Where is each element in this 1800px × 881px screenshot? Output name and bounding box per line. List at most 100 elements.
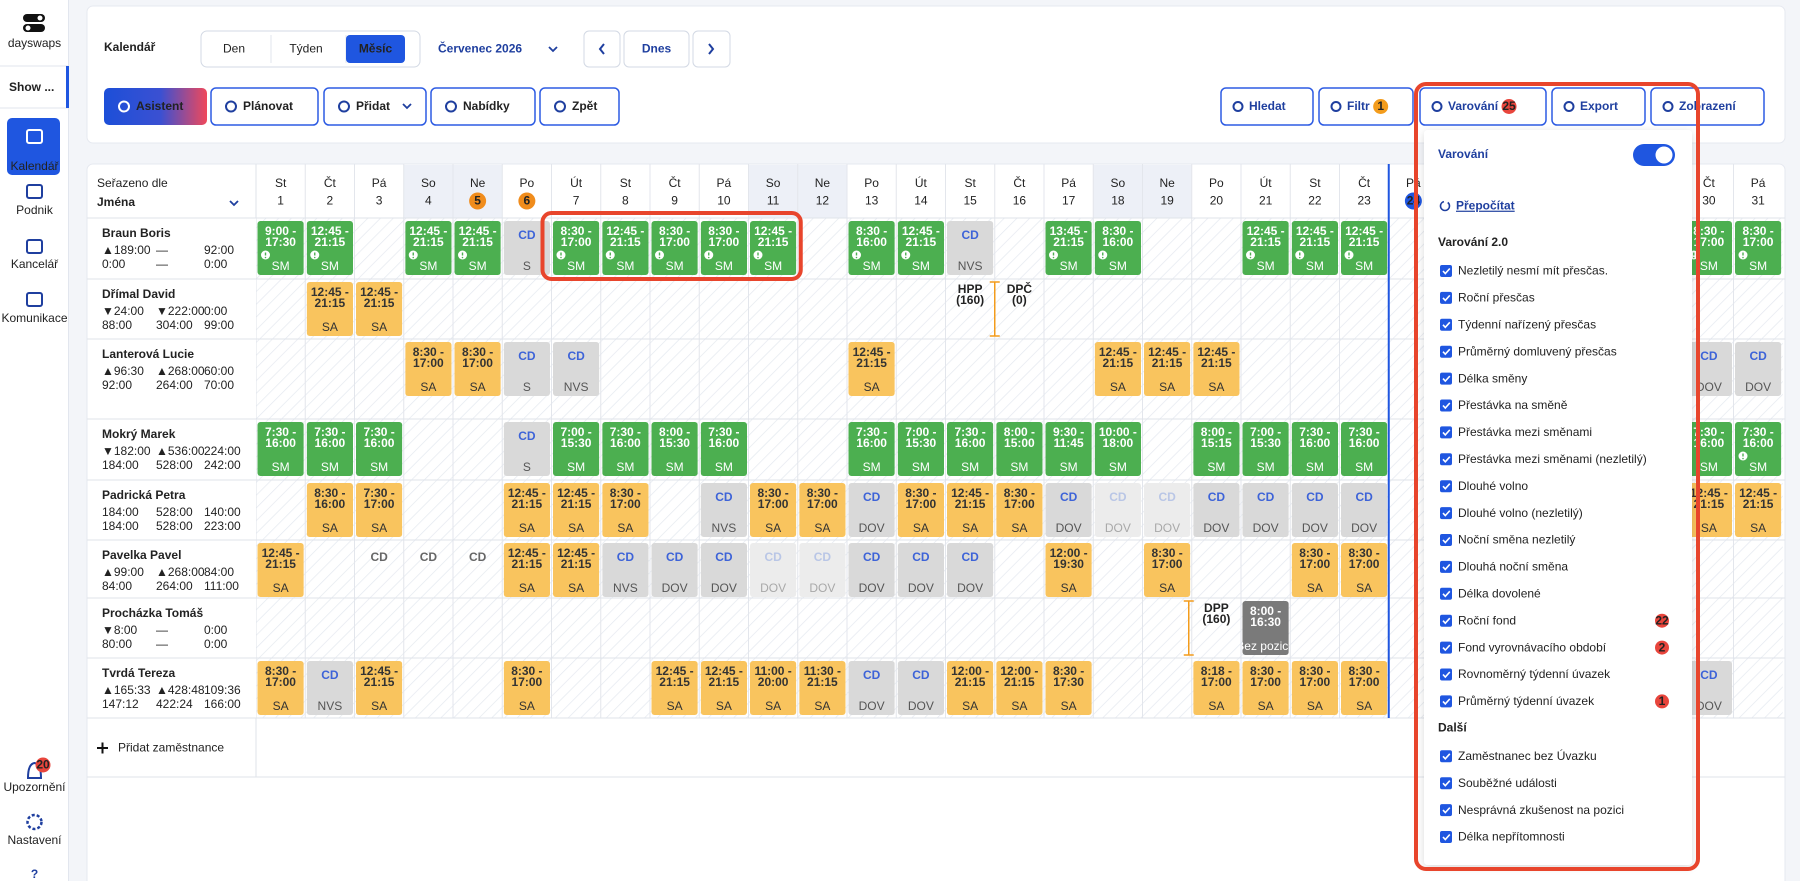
- shift-cell[interactable]: CD NVS: [947, 221, 994, 275]
- checkbox[interactable]: [1440, 560, 1452, 573]
- checkbox[interactable]: [1440, 426, 1452, 439]
- shift-cell[interactable]: CD NVS: [700, 483, 747, 537]
- shift-cell[interactable]: CD DOV: [848, 483, 895, 537]
- shift-cell[interactable]: 12:45 -21:15 SM: [1291, 221, 1338, 275]
- checkbox[interactable]: [1440, 641, 1452, 654]
- shift-cell[interactable]: 8:30 -17:00 SA: [750, 483, 797, 537]
- checkbox[interactable]: [1440, 453, 1452, 466]
- shift-cell[interactable]: 8:00 -16:30 Bez pozice: [1236, 601, 1295, 655]
- shift-cell[interactable]: CD DOV: [700, 543, 747, 597]
- nav-active[interactable]: [7, 118, 60, 175]
- shift-cell[interactable]: CD DOV: [897, 543, 944, 597]
- shift-cell[interactable]: 11:00 -20:00 SA: [750, 661, 797, 715]
- shift-cell[interactable]: 7:30 -16:00 SM: [947, 422, 994, 476]
- shift-cell[interactable]: 8:30 -17:30 SA: [1045, 661, 1092, 715]
- checkbox[interactable]: [1440, 695, 1452, 708]
- shift-cell[interactable]: CD DOV: [1144, 483, 1191, 537]
- shift-cell[interactable]: CD DOV: [1341, 483, 1388, 537]
- shift-cell[interactable]: CD DOV: [1094, 483, 1141, 537]
- tool-button[interactable]: [1220, 87, 1314, 126]
- shift-cell[interactable]: CD DOV: [1735, 342, 1782, 396]
- checkbox[interactable]: [1440, 587, 1452, 600]
- checkbox[interactable]: [1440, 318, 1452, 331]
- shift-cell[interactable]: CD DOV: [1685, 342, 1732, 396]
- shift-cell[interactable]: CD DOV: [947, 543, 994, 597]
- checkbox[interactable]: [1440, 507, 1452, 520]
- next-button[interactable]: [692, 30, 731, 68]
- shift-cell[interactable]: 12:45 -21:15 SM: [897, 221, 944, 275]
- shift-cell[interactable]: 8:30 -17:00 SA: [257, 661, 304, 715]
- shift-cell[interactable]: 8:30 -17:00 SA: [1341, 661, 1388, 715]
- shift-cell[interactable]: 8:30 -17:00 SA: [996, 483, 1043, 537]
- shift-cell[interactable]: CD: [356, 543, 402, 597]
- shift-cell[interactable]: 8:30 -17:00 SA: [799, 483, 846, 537]
- prev-button[interactable]: [583, 30, 621, 68]
- shift-cell[interactable]: CD DOV: [1045, 483, 1092, 537]
- shift-cell[interactable]: 8:30 -17:00 SA: [897, 483, 944, 537]
- action-button[interactable]: [323, 87, 427, 126]
- action-button[interactable]: [104, 88, 207, 125]
- shift-cell[interactable]: 12:00 -19:30 SA: [1045, 543, 1092, 597]
- shift-cell[interactable]: 13:45 -21:15 SM: [1045, 221, 1092, 275]
- checkbox[interactable]: [1440, 480, 1452, 493]
- shift-cell[interactable]: CD S: [503, 422, 550, 476]
- shift-cell[interactable]: 12:45 -21:15 SM: [306, 221, 353, 275]
- shift-cell[interactable]: 7:30 -16:00 SM: [356, 422, 403, 476]
- shift-cell[interactable]: 12:45 -21:15 SM: [454, 221, 501, 275]
- shift-cell[interactable]: 8:30 -17:00 SM: [651, 221, 698, 275]
- shift-cell[interactable]: 7:30 -16:00 SM: [1735, 422, 1782, 476]
- checkbox[interactable]: [1440, 804, 1452, 817]
- shift-cell[interactable]: CD DOV: [848, 661, 895, 715]
- shift-cell[interactable]: 8:30 -17:00 SA: [454, 342, 501, 396]
- checkbox[interactable]: [1440, 750, 1452, 763]
- shift-cell[interactable]: 12:45 -21:15 SM: [1341, 221, 1388, 275]
- shift-cell[interactable]: 7:30 -16:00 SM: [306, 422, 353, 476]
- shift-cell[interactable]: 7:30 -16:00 SM: [848, 422, 895, 476]
- checkbox[interactable]: [1440, 831, 1452, 843]
- tool-button[interactable]: [1318, 87, 1414, 126]
- shift-cell[interactable]: 8:30 -16:00 SM: [848, 221, 895, 275]
- checkbox[interactable]: [1440, 291, 1452, 304]
- shift-cell[interactable]: 12:45 -21:15 SM: [602, 221, 649, 275]
- checkbox[interactable]: [1440, 399, 1452, 412]
- shift-cell[interactable]: 8:30 -16:00 SM: [1094, 221, 1141, 275]
- today-button[interactable]: [623, 30, 690, 68]
- shift-cell[interactable]: CD S: [503, 342, 550, 396]
- shift-cell[interactable]: 8:30 -17:00 SA: [1242, 661, 1289, 715]
- shift-cell[interactable]: 12:00 -21:15 SA: [996, 661, 1043, 715]
- shift-cell[interactable]: 7:00 -15:30 SM: [897, 422, 944, 476]
- shift-cell[interactable]: CD DOV: [799, 543, 846, 597]
- shift-cell[interactable]: CD NVS: [602, 543, 649, 597]
- shift-cell[interactable]: 9:30 -11:45 SM: [1045, 422, 1092, 476]
- checkbox[interactable]: [1440, 345, 1452, 358]
- shift-cell[interactable]: 8:30 -16:00 SA: [306, 483, 353, 537]
- shift-cell[interactable]: 7:30 -16:00 SM: [257, 422, 304, 476]
- shift-cell[interactable]: 8:30 -17:00 SM: [700, 221, 747, 275]
- tool-button[interactable]: [1650, 87, 1765, 126]
- shift-cell[interactable]: 8:30 -17:00 SA: [1291, 661, 1338, 715]
- shift-cell[interactable]: CD: [455, 543, 501, 597]
- shift-cell[interactable]: 8:30 -17:00 SA: [1341, 543, 1388, 597]
- shift-cell[interactable]: 12:45 -21:15 SM: [1242, 221, 1289, 275]
- shift-cell[interactable]: CD DOV: [1242, 483, 1289, 537]
- shift-cell[interactable]: 12:00 -21:15 SA: [947, 661, 994, 715]
- shift-cell[interactable]: 7:30 -17:00 SA: [356, 483, 403, 537]
- checkbox[interactable]: [1440, 777, 1452, 790]
- shift-cell[interactable]: 8:30 -17:00 SA: [602, 483, 649, 537]
- shift-cell[interactable]: 7:30 -16:00 SM: [1685, 422, 1732, 476]
- shift-cell[interactable]: 7:30 -16:00 SM: [602, 422, 649, 476]
- shift-cell[interactable]: CD DOV: [1685, 661, 1732, 715]
- shift-cell[interactable]: 8:30 -17:00 SM: [1685, 221, 1732, 275]
- action-button[interactable]: [539, 87, 620, 126]
- shift-cell[interactable]: 12:45 -21:15 SM: [750, 221, 797, 275]
- shift-cell[interactable]: 11:30 -21:15 SA: [799, 661, 846, 715]
